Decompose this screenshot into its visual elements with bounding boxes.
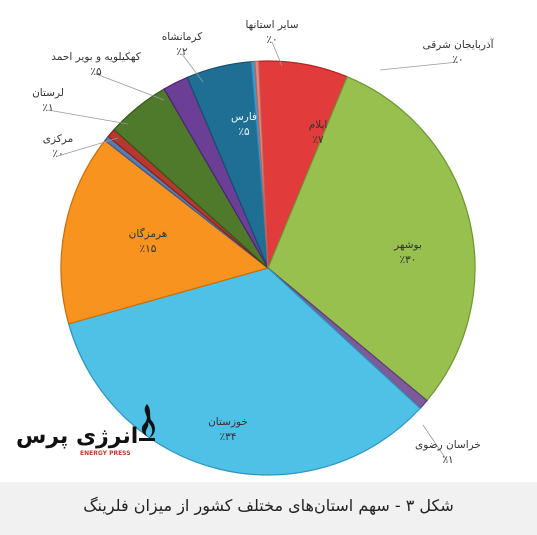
slice-label: هرمزگان	[129, 227, 168, 240]
slice-label: ایلام	[309, 119, 328, 131]
slice-value-label: ٪۰	[266, 34, 277, 46]
slice-value-label: ٪۷	[312, 134, 324, 146]
slice-value-label: ٪۱۵	[140, 243, 157, 255]
flame-icon	[139, 404, 155, 441]
pie-slice	[67, 267, 421, 476]
slice-value-label: ٪۳۴	[220, 431, 237, 443]
slice-value-label: ٪۰	[52, 148, 63, 160]
slice-label: خراسان رضوی	[415, 439, 481, 451]
slice-label: لرستان	[32, 87, 64, 99]
energy-press-logo: انرژی پرس ENERGY PRESS	[14, 402, 155, 462]
slice-label: کرمانشاه	[162, 31, 203, 43]
slice-label: آذربایجان شرقی	[422, 38, 494, 51]
leader-line	[271, 41, 283, 67]
leader-line	[47, 109, 129, 125]
leader-line	[95, 73, 165, 101]
slice-value-label: ٪۱	[442, 454, 453, 466]
figure-caption: شکل ۳ - سهم استان‌های مختلف کشور از میزا…	[83, 496, 454, 515]
slice-value-label: ٪۱	[42, 102, 53, 114]
slice-value-label: ٪۲	[176, 46, 188, 58]
leader-line	[181, 53, 204, 83]
slice-value-label: ٪۰	[452, 54, 463, 66]
slice-value-label: ٪۵	[90, 66, 102, 78]
leader-line	[379, 61, 459, 71]
slice-label: مرکزی	[43, 133, 73, 145]
pie-slice	[60, 139, 270, 325]
pie-slice	[267, 75, 476, 402]
leader-line	[57, 137, 119, 157]
logo-wordmark: انرژی پرس	[16, 424, 139, 449]
slice-label: فارس	[231, 111, 257, 123]
slice-value-label: ٪۳۰	[400, 254, 417, 266]
slice-label: بوشهر	[393, 239, 422, 251]
slice-value-label: ٪۵	[238, 126, 250, 138]
pie-slice	[254, 60, 269, 269]
pie-chart: ایلام ٪۷ بوشهر ٪۳۰ خراسان رضوی ٪۱ خوزستان ٪۳۴ هر…	[32, 19, 495, 476]
logo-subtitle: ENERGY PRESS	[80, 450, 131, 457]
leader-line	[422, 424, 449, 463]
slice-label: خوزستان	[208, 416, 248, 428]
caption-bar	[0, 482, 537, 535]
slice-label: سایر استانها	[245, 19, 298, 31]
slice-label: کهکیلویه و بویر احمد	[51, 51, 140, 63]
